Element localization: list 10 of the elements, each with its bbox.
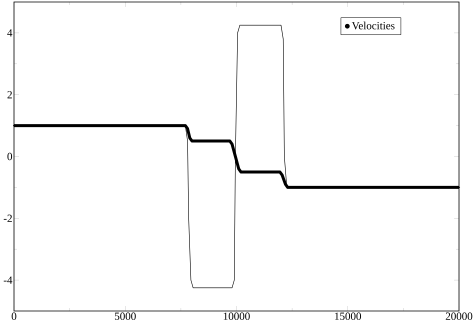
y-tick-label: -4 xyxy=(4,276,12,284)
y-tick-label: -2 xyxy=(4,214,12,222)
y-tick-label: 2 xyxy=(7,91,12,98)
y-tick-label: 0 xyxy=(7,152,12,160)
y-tick-label: 4 xyxy=(7,29,12,36)
legend-label: Velocities xyxy=(352,22,395,30)
x-tick-label: 5000 xyxy=(114,312,136,320)
x-tick-label: 10000 xyxy=(224,312,250,320)
x-tick-label: 20000 xyxy=(446,312,472,320)
x-tick-label: 15000 xyxy=(335,312,362,320)
